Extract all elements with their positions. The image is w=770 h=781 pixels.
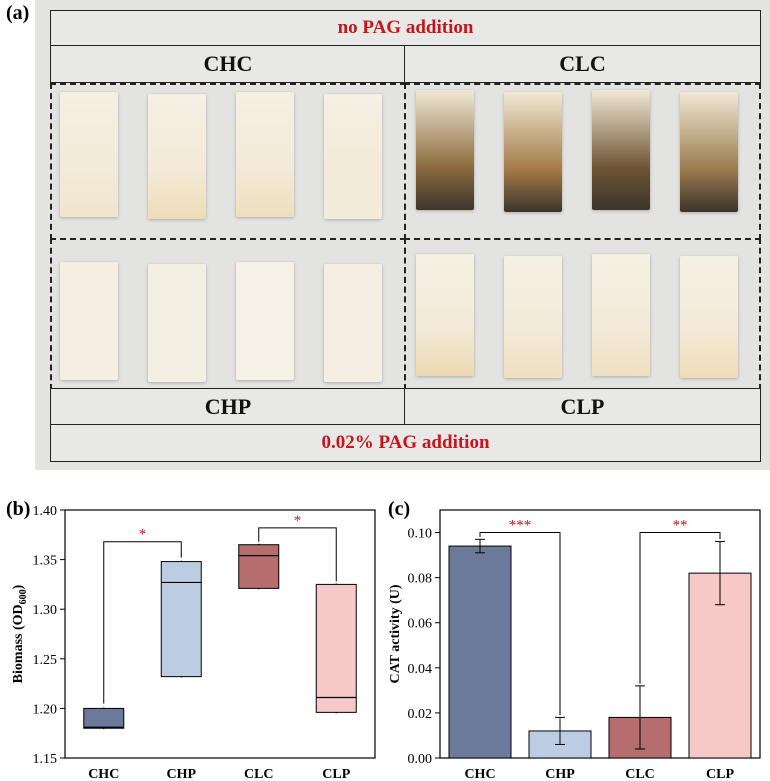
b-sig-label: * — [139, 527, 147, 543]
panel-c-label: (c) — [388, 498, 411, 520]
strip-clp-1 — [416, 254, 474, 376]
b-sig-bracket — [258, 527, 337, 582]
strip-chp-2 — [148, 264, 206, 382]
b-ytick-label: 1.35 — [33, 554, 58, 569]
no-pag-label: no PAG addition — [337, 17, 474, 38]
c-sig-bracket — [639, 532, 721, 684]
b-sig-bracket — [103, 541, 182, 704]
c-xtick-label: CLC — [625, 767, 655, 781]
clp-band: CLP — [404, 388, 761, 426]
strip-chp-4 — [324, 264, 382, 382]
chp-label: CHP — [204, 394, 252, 419]
b-box-chp — [160, 561, 202, 678]
c-xtick-label: CHC — [464, 767, 495, 781]
panel-b-label: (b) — [6, 498, 31, 520]
b-box-clc — [238, 544, 280, 589]
b-ytick-label: 1.25 — [33, 653, 58, 668]
b-box-chc — [83, 707, 125, 729]
c-sig-label: *** — [509, 518, 532, 534]
b-xtick-label: CLP — [322, 767, 350, 781]
c-sig-label: ** — [673, 518, 688, 534]
strip-clp-4 — [680, 256, 738, 378]
chp-band: CHP — [50, 388, 406, 426]
b-xtick-label: CLC — [244, 767, 274, 781]
strip-chc-2 — [148, 94, 206, 219]
c-ytick-label: 0.10 — [408, 527, 433, 542]
strip-photo: no PAG addition CHC CLC CHP CLP 0.02% PA… — [35, 0, 770, 470]
strip-chc-4 — [324, 94, 382, 219]
bottom-band: 0.02% PAG addition — [50, 424, 761, 462]
b-ytick-label: 1.30 — [33, 603, 58, 618]
c-bar-chc — [448, 545, 512, 759]
clc-band: CLC — [404, 45, 761, 83]
strip-chc-3 — [236, 92, 294, 217]
b-box-clp — [315, 583, 357, 713]
strip-clp-3 — [592, 254, 650, 376]
b-ytick-label: 1.15 — [33, 752, 58, 767]
c-ytick-label: 0.04 — [408, 662, 433, 677]
chc-band: CHC — [50, 45, 406, 83]
b-ytick-label: 1.40 — [33, 504, 58, 519]
pag-label: 0.02% PAG addition — [321, 432, 490, 453]
b-ytick-label: 1.20 — [33, 702, 58, 717]
panel-a-label: (a) — [6, 2, 30, 24]
strip-chp-1 — [60, 262, 118, 380]
strip-chc-1 — [60, 92, 118, 217]
top-band: no PAG addition — [50, 10, 761, 46]
clc-label: CLC — [559, 51, 606, 76]
c-y-axis-label: CAT activity (U) — [388, 584, 403, 683]
b-sig-label: * — [294, 513, 302, 529]
c-ytick-label: 0.06 — [408, 617, 433, 632]
strip-clc-1 — [416, 90, 474, 210]
b-xtick-label: CHC — [88, 767, 119, 781]
strip-clc-3 — [592, 90, 650, 210]
c-sig-bracket — [479, 532, 561, 716]
b-xtick-label: CHP — [166, 767, 196, 781]
strip-clp-2 — [504, 256, 562, 378]
strip-clc-4 — [680, 92, 738, 212]
c-ytick-label: 0.02 — [408, 707, 433, 722]
chc-label: CHC — [203, 51, 253, 76]
b-frame — [64, 509, 376, 759]
clp-label: CLP — [560, 394, 605, 419]
c-xtick-label: CLP — [706, 767, 734, 781]
strip-clc-2 — [504, 92, 562, 212]
b-y-axis-label: Biomass (OD600) — [11, 584, 29, 683]
strip-chp-3 — [236, 262, 294, 380]
biomass-box-chart: 1.15 1.20 1.25 1.30 1.35 1.40 CHC CHP CLC CLP * * Bi… — [11, 504, 376, 781]
c-ytick-label: 0.08 — [408, 572, 433, 587]
c-frame — [439, 509, 761, 759]
c-ytick-label: 0.00 — [408, 752, 433, 767]
c-xtick-label: CHP — [545, 767, 575, 781]
